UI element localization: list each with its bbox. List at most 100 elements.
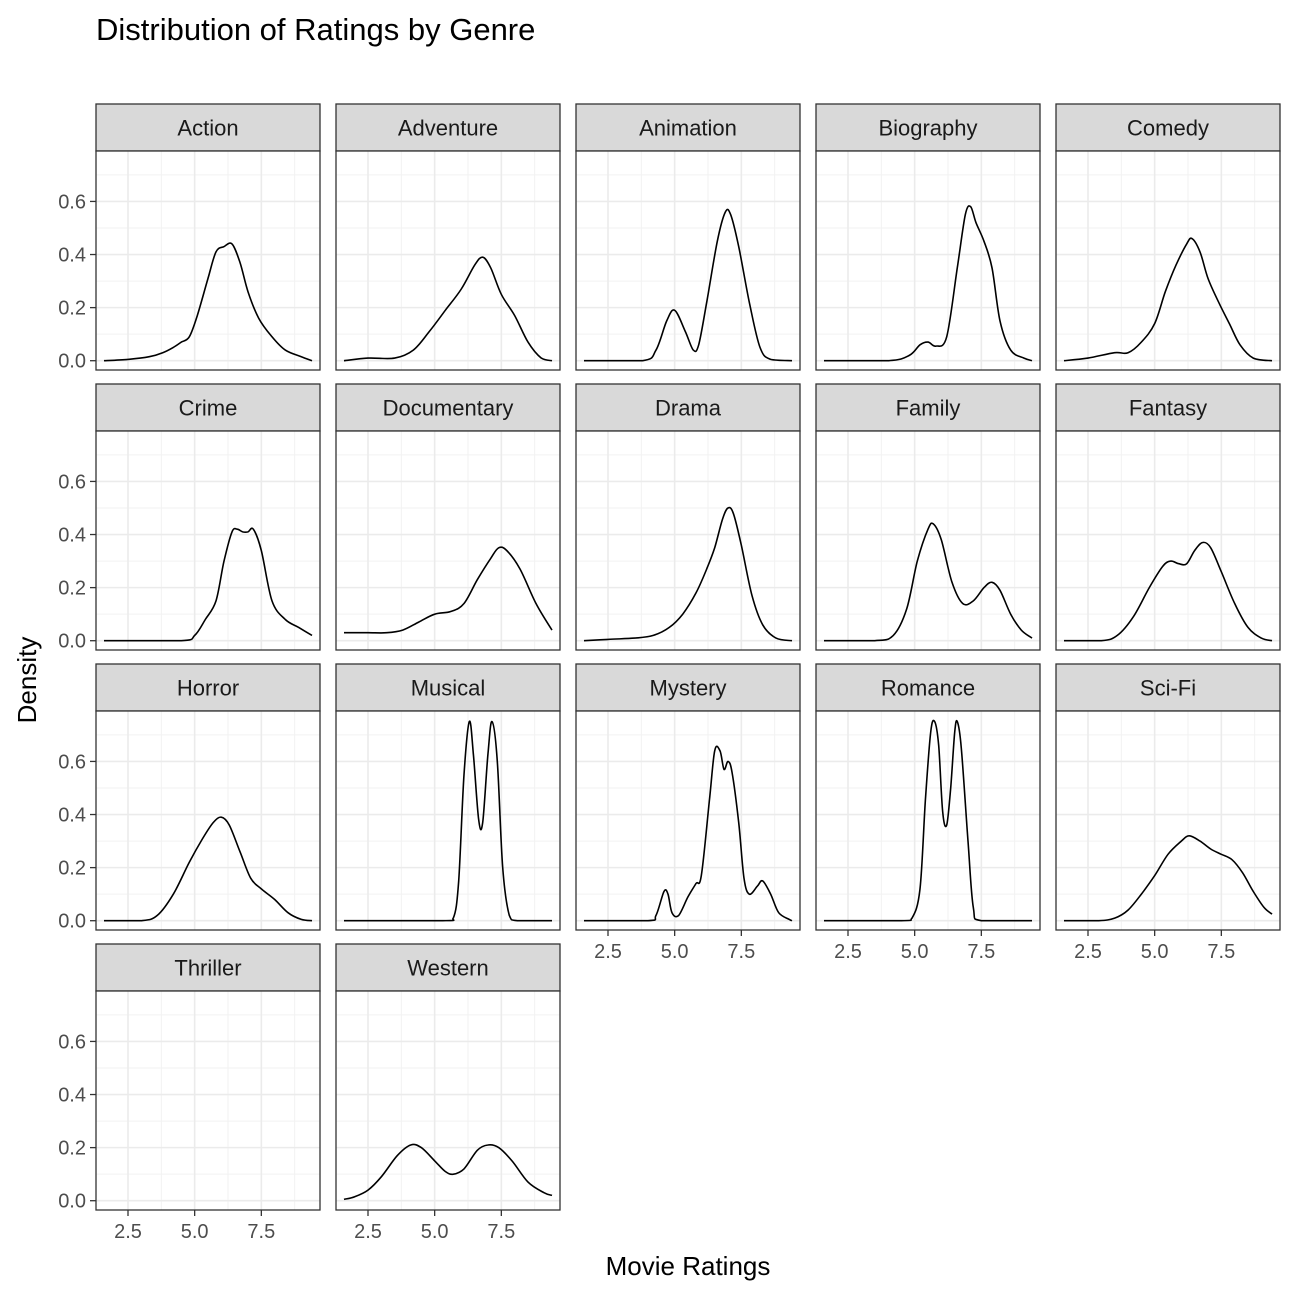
facet-strip <box>815 383 1041 432</box>
facet-strip <box>815 663 1041 712</box>
density-line-action <box>103 242 313 362</box>
density-line-romance <box>824 719 1032 922</box>
panel-background <box>1056 711 1280 930</box>
facet-strip-label: Drama <box>655 396 722 421</box>
panel-background <box>96 991 320 1210</box>
facet-strip-label: Western <box>407 956 489 981</box>
x-tick-label: 2.5 <box>834 941 862 963</box>
density-line-drama <box>583 506 793 642</box>
density-line-sci-fi <box>1064 834 1273 922</box>
facet-strip <box>1055 663 1281 712</box>
x-tick-label: 7.5 <box>1207 941 1235 963</box>
facet-strip <box>95 103 321 152</box>
panel-background <box>96 151 320 370</box>
y-tick-label: 0.0 <box>58 631 86 653</box>
density-line-fantasy <box>1064 541 1273 642</box>
panel-border <box>815 430 1041 651</box>
x-tick-label: 7.5 <box>487 1221 515 1243</box>
y-tick-label: 0.4 <box>58 525 86 547</box>
density-line-western <box>343 1143 553 1201</box>
panel-border <box>95 990 321 1211</box>
y-tick-label: 0.6 <box>58 751 86 773</box>
density-line-comedy <box>1063 237 1273 362</box>
panel-border <box>575 150 801 371</box>
facet-strip-label: Action <box>177 116 238 141</box>
facet-strip <box>335 663 561 712</box>
density-line-animation <box>583 208 793 362</box>
panel-border <box>575 430 801 651</box>
facet-western: Western 2.5 5.0 7.5 <box>335 943 561 1243</box>
panel-background <box>336 151 560 370</box>
panel-background <box>336 431 560 650</box>
y-axis-label: Density <box>12 637 42 724</box>
panel-border <box>95 150 321 371</box>
panel-border <box>1055 430 1281 651</box>
facet-strip-label: Sci-Fi <box>1140 676 1196 701</box>
panel-border <box>575 710 801 931</box>
facet-strip <box>335 383 561 432</box>
facet-drama: Drama <box>575 383 801 651</box>
y-tick-label: 0.4 <box>58 1085 86 1107</box>
facet-crime: Crime 0.0 0.2 0.4 0.6 <box>58 383 321 653</box>
panel-background <box>816 711 1040 930</box>
panel-border <box>815 710 1041 931</box>
facet-strip <box>335 943 561 992</box>
panel-border <box>335 990 561 1211</box>
facet-strip <box>95 663 321 712</box>
y-tick-label: 0.6 <box>58 1031 86 1053</box>
facet-strip-label: Horror <box>177 676 239 701</box>
y-tick-label: 0.0 <box>58 351 86 373</box>
facet-strip-label: Fantasy <box>1129 396 1207 421</box>
facet-panels: Action 0.0 0.2 0.4 0.6 Adventure Animation Biog… <box>58 103 1281 1243</box>
panel-background <box>816 431 1040 650</box>
panel-border <box>95 430 321 651</box>
y-tick-label: 0.2 <box>58 858 86 880</box>
density-line-documentary <box>343 546 553 634</box>
facet-strip-label: Biography <box>878 116 977 141</box>
facet-action: Action 0.0 0.2 0.4 0.6 <box>58 103 321 373</box>
panel-background <box>576 711 800 930</box>
facet-strip-label: Musical <box>411 676 486 701</box>
facet-strip-label: Animation <box>639 116 737 141</box>
x-tick-label: 7.5 <box>967 941 995 963</box>
panel-background <box>336 711 560 930</box>
y-tick-label: 0.6 <box>58 191 86 213</box>
panel-border <box>1055 150 1281 371</box>
facet-comedy: Comedy <box>1055 103 1281 371</box>
panel-background <box>336 991 560 1210</box>
y-tick-label: 0.4 <box>58 805 86 827</box>
panel-border <box>335 710 561 931</box>
density-line-biography <box>823 205 1033 362</box>
y-tick-label: 0.4 <box>58 245 86 267</box>
panel-background <box>1056 151 1280 370</box>
facet-biography: Biography <box>815 103 1041 371</box>
x-tick-label: 2.5 <box>354 1221 382 1243</box>
facet-strip <box>95 383 321 432</box>
facet-strip-label: Documentary <box>383 396 514 421</box>
density-line-horror <box>104 816 313 922</box>
facet-horror: Horror 0.0 0.2 0.4 0.6 <box>58 663 321 933</box>
facet-romance: Romance 2.5 5.0 7.5 <box>815 663 1041 963</box>
x-tick-label: 5.0 <box>1141 941 1169 963</box>
facet-strip <box>575 103 801 152</box>
facet-mystery: Mystery 2.5 5.0 7.5 <box>575 663 801 963</box>
facet-strip <box>95 943 321 992</box>
facet-animation: Animation <box>575 103 801 371</box>
panel-border <box>815 150 1041 371</box>
panel-background <box>576 151 800 370</box>
facet-strip-label: Mystery <box>650 676 727 701</box>
chart-title: Distribution of Ratings by Genre <box>96 12 535 47</box>
y-tick-label: 0.0 <box>58 1191 86 1213</box>
facet-thriller: Thriller 0.0 0.2 0.4 0.6 2.5 5.0 7.5 <box>58 943 321 1243</box>
y-tick-label: 0.2 <box>58 578 86 600</box>
panel-border <box>1055 710 1281 931</box>
facet-strip-label: Adventure <box>398 116 498 141</box>
x-tick-label: 2.5 <box>114 1221 142 1243</box>
x-tick-label: 5.0 <box>421 1221 449 1243</box>
facet-musical: Musical <box>335 663 561 931</box>
facet-fantasy: Fantasy <box>1055 383 1281 651</box>
panel-border <box>95 710 321 931</box>
facet-strip-label: Thriller <box>174 956 241 981</box>
density-line-musical <box>344 720 552 922</box>
